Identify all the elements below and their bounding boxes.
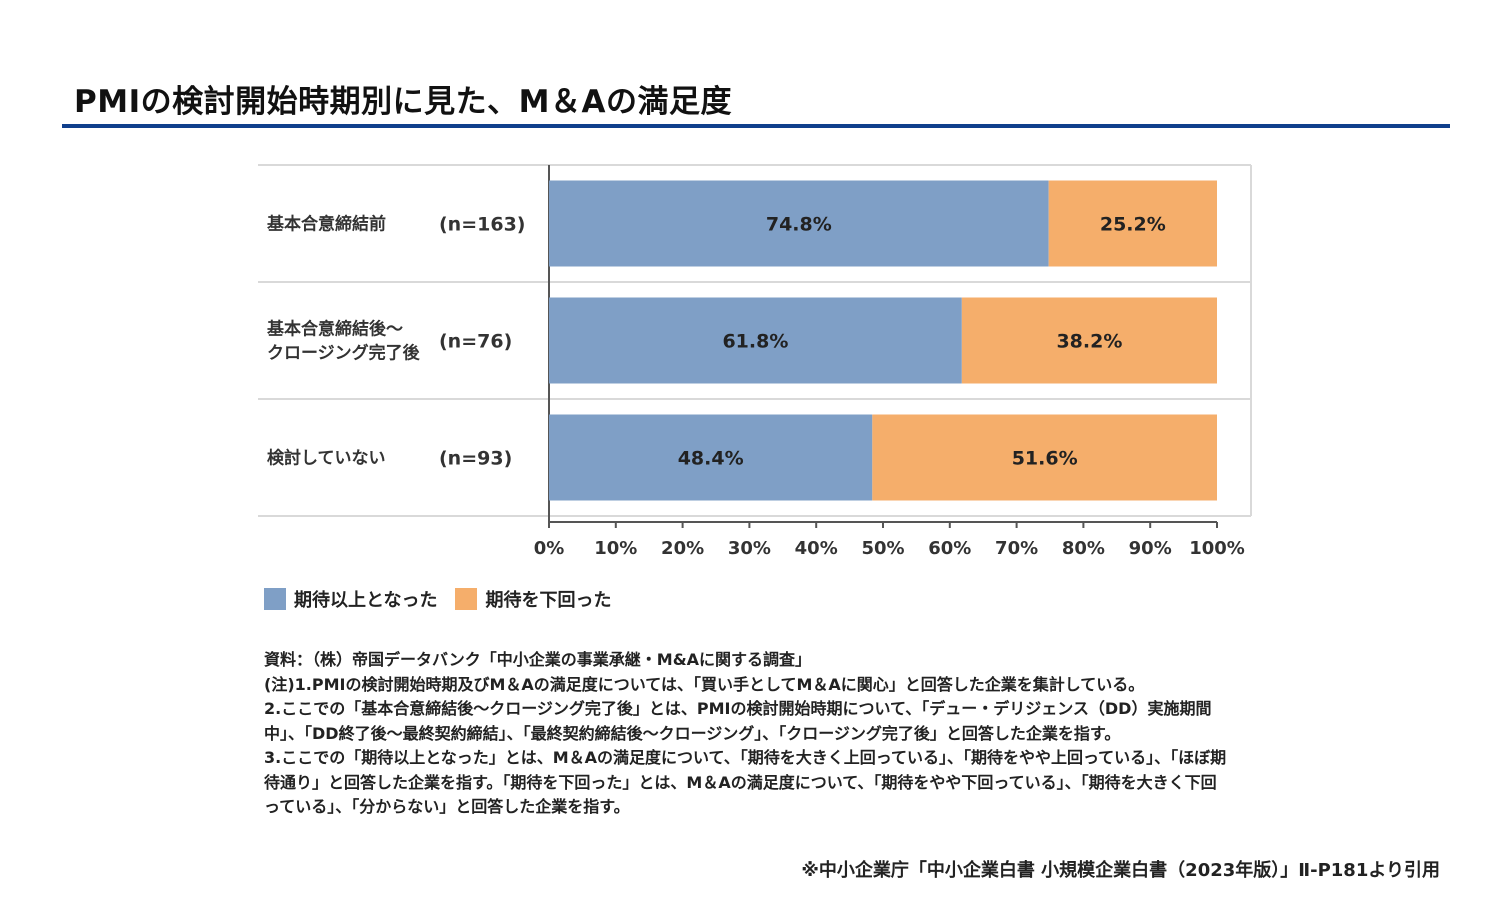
bar-data-label: 38.2%: [1056, 331, 1122, 353]
category-label: クロージング完了後: [267, 343, 421, 364]
x-tick-label: 20%: [661, 538, 704, 559]
legend-item-above: 期待以上となった: [264, 586, 437, 612]
legend-swatch-above: [264, 588, 286, 610]
category-n-label: (n=163): [439, 214, 525, 236]
bar-segment-below: [872, 414, 1217, 501]
chart-legend: 期待以上となった 期待を下回った: [264, 586, 611, 612]
chart-notes: 資料：（株）帝国データバンク「中小企業の事業承継・M&Aに関する調査」 (注)1…: [264, 648, 1264, 820]
legend-item-below: 期待を下回った: [455, 586, 611, 612]
stacked-bar-chart: 基本合意締結前 (n=163) 74.8% 25.2% 基本合意締結後～ クロージング完了…: [258, 164, 1252, 559]
x-tick-label: 80%: [1062, 538, 1105, 559]
legend-label-below: 期待を下回った: [485, 590, 612, 611]
x-tick-label: 0%: [534, 538, 565, 559]
legend-swatch-below: [455, 588, 478, 610]
x-tick-label: 50%: [861, 538, 904, 559]
category-label: 検討していない: [267, 448, 386, 469]
bar-data-label: 51.6%: [1012, 448, 1078, 470]
bar-segment-above: [549, 297, 962, 384]
x-tick-label: 40%: [795, 538, 838, 559]
category-label: 基本合意締結前: [266, 214, 386, 235]
category-n-label: (n=76): [439, 331, 512, 353]
legend-label-above: 期待以上となった: [294, 590, 438, 611]
bar-segment-below: [1048, 180, 1217, 267]
title-underline: [62, 124, 1450, 128]
category-n-label: (n=93): [439, 448, 512, 470]
bar-segment-above: [549, 414, 873, 501]
bar-segment-above: [549, 180, 1049, 267]
note-line: 2.ここでの「基本合意締結後～クロージング完了後」とは、PMIの検討開始時期につ…: [264, 699, 1212, 718]
bar-data-label: 61.8%: [722, 331, 788, 353]
x-tick-label: 100%: [1189, 538, 1245, 559]
bar-data-label: 74.8%: [766, 214, 832, 236]
bar-data-label: 48.4%: [678, 448, 744, 470]
x-tick-label: 90%: [1129, 538, 1172, 559]
note-line: 待通り」と回答した企業を指す。「期待を下回った」とは、M＆Aの満足度について、「…: [264, 772, 1217, 792]
bar-data-label: 25.2%: [1100, 214, 1166, 236]
citation-source: ※中小企業庁「中小企業白書 小規模企業白書（2023年版）」Ⅱ-P181より引用: [801, 860, 1440, 881]
x-tick-label: 10%: [594, 538, 637, 559]
note-source-line: 資料：（株）帝国データバンク「中小企業の事業承継・M&Aに関する調査」: [264, 650, 812, 669]
note-line: (注)1.PMIの検討開始時期及びM＆Aの満足度については、「買い手としてM＆A…: [264, 674, 1145, 694]
note-line: 3.ここでの「期待以上となった」とは、M＆Aの満足度について、「期待を大きく上回…: [264, 748, 1227, 767]
note-line: 中」、「DD終了後～最終契約締結」、「最終契約締結後～クロージング」、「クロージ…: [264, 723, 1121, 743]
note-line: っている」、「分からない」と回答した企業を指す。: [264, 797, 630, 816]
bar-segment-below: [961, 297, 1217, 384]
x-tick-label: 30%: [728, 538, 771, 559]
page-title: PMIの検討開始時期別に見た、M＆Aの満足度: [74, 84, 732, 120]
x-tick-label: 70%: [995, 538, 1038, 559]
x-tick-label: 60%: [928, 538, 971, 559]
category-label: 基本合意締結後～: [266, 319, 403, 340]
